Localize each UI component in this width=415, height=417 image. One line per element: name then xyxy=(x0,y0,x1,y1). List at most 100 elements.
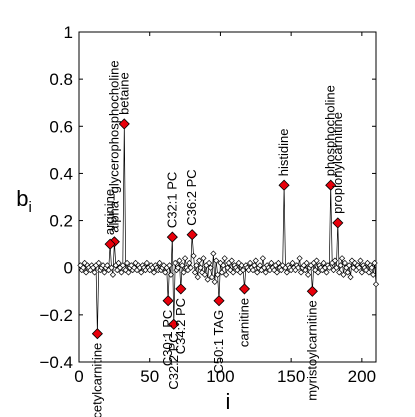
highlight-point xyxy=(238,283,251,295)
annotation-label: carnitine xyxy=(236,298,251,347)
annotation-label: myristoylcarnitine xyxy=(304,300,319,400)
data-point xyxy=(179,262,186,269)
data-point xyxy=(221,255,228,262)
data-point xyxy=(275,259,282,267)
data-point xyxy=(323,269,330,276)
annotation-label: propionylcarnitine xyxy=(330,112,345,214)
data-point xyxy=(167,271,175,278)
highlight-point xyxy=(118,118,130,130)
data-point xyxy=(262,269,269,276)
highlight-point xyxy=(91,328,103,340)
data-point xyxy=(358,269,365,276)
data-point xyxy=(247,259,254,267)
y-axis-label-subscript: i xyxy=(28,199,31,216)
highlight-point xyxy=(166,231,178,243)
data-point xyxy=(156,259,163,267)
data-point xyxy=(108,264,115,271)
y-tick-label: 0 xyxy=(64,259,73,278)
y-tick-label: −0.4 xyxy=(39,353,73,372)
data-point xyxy=(197,264,204,271)
data-point xyxy=(347,274,354,281)
highlight-point xyxy=(332,217,344,229)
data-point xyxy=(238,262,245,269)
plot-frame xyxy=(78,31,377,363)
data-point xyxy=(337,262,344,269)
data-point xyxy=(220,262,227,269)
highlight-point xyxy=(104,238,116,250)
data-point xyxy=(303,259,310,267)
data-point xyxy=(302,266,309,274)
data-point xyxy=(82,269,90,276)
annotation-label: C34:2 PC xyxy=(173,298,188,354)
data-point xyxy=(278,266,285,274)
annotation-label: alpha−glycerophosphocholine xyxy=(106,60,121,232)
highlight-point xyxy=(168,318,180,330)
data-point xyxy=(208,274,216,281)
data-point xyxy=(181,255,189,262)
data-point xyxy=(213,257,220,264)
x-tick-label: 150 xyxy=(277,367,305,386)
data-point xyxy=(296,255,303,262)
data-point xyxy=(297,269,305,276)
data-point xyxy=(172,259,179,267)
data-point xyxy=(218,269,225,276)
data-point xyxy=(230,269,237,276)
data-point xyxy=(204,276,211,283)
highlight-point xyxy=(306,285,318,297)
data-point xyxy=(123,259,131,267)
data-point xyxy=(222,271,230,278)
x-tick-label: 200 xyxy=(348,367,376,386)
data-point xyxy=(196,257,203,264)
data-point xyxy=(193,262,200,269)
data-point xyxy=(150,269,158,276)
data-point xyxy=(295,264,302,271)
data-point xyxy=(256,262,264,269)
annotation-label: C32:1 PC xyxy=(164,172,179,228)
annotation-label: C36:2 PC xyxy=(184,169,199,225)
data-point xyxy=(239,266,247,274)
data-point xyxy=(259,255,266,262)
data-point xyxy=(340,271,347,278)
data-point xyxy=(326,264,333,271)
data-point xyxy=(283,269,290,276)
y-tick-label: 0.2 xyxy=(49,212,73,231)
y-tick-label: 0.6 xyxy=(49,117,73,136)
annotation-label: C50:1 TAG xyxy=(211,310,226,374)
data-point xyxy=(333,264,340,271)
y-axis-label: bi xyxy=(16,186,32,216)
annotation-label: histidine xyxy=(276,129,291,177)
data-point xyxy=(273,269,281,276)
data-point xyxy=(80,264,87,271)
data-point xyxy=(289,259,296,267)
data-point xyxy=(101,269,108,276)
data-point xyxy=(200,255,207,262)
x-axis-label: i xyxy=(226,389,231,414)
data-point xyxy=(119,262,126,269)
x-tick-label: 0 xyxy=(74,367,83,386)
y-axis-label-main: b xyxy=(16,186,28,211)
highlight-point xyxy=(278,179,290,191)
data-point xyxy=(355,264,363,271)
data-point xyxy=(109,271,117,278)
data-point xyxy=(370,271,377,278)
data-point xyxy=(201,271,208,278)
data-point xyxy=(338,255,346,262)
data-point xyxy=(210,250,217,257)
y-tick-label: −0.2 xyxy=(39,306,73,325)
data-point xyxy=(104,262,111,269)
x-tick-label: 50 xyxy=(140,367,159,386)
data-point xyxy=(365,269,373,276)
data-point xyxy=(313,257,320,264)
data-point xyxy=(115,259,122,267)
data-point xyxy=(190,252,197,260)
data-point xyxy=(174,264,182,271)
data-point xyxy=(194,274,201,281)
data-point xyxy=(118,269,125,276)
data-point xyxy=(357,257,364,264)
y-tick-label: 0.8 xyxy=(49,70,73,89)
x-tick-label: 100 xyxy=(206,367,234,386)
annotation-label: acetylcarnitine xyxy=(89,343,104,417)
data-point xyxy=(254,269,261,276)
data-point xyxy=(166,262,173,269)
